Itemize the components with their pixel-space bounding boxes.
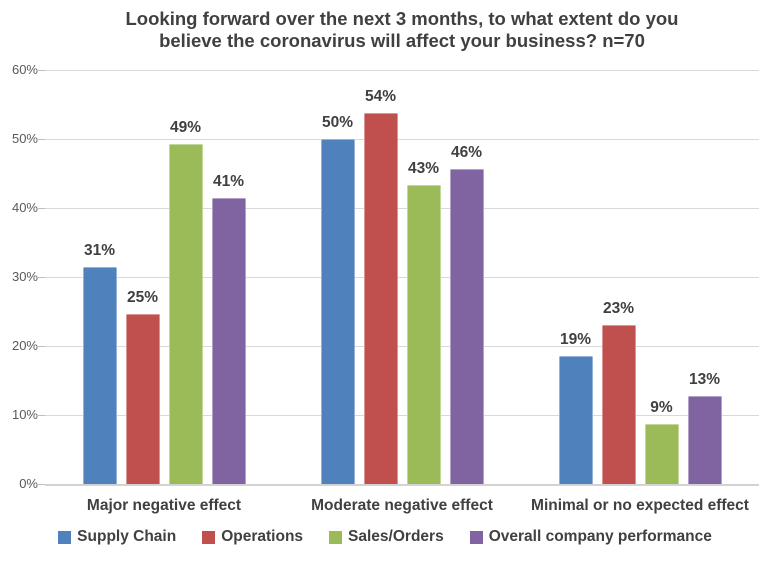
chart-title: Looking forward over the next 3 months, …	[44, 8, 760, 52]
legend-label: Overall company performance	[488, 528, 712, 545]
bar	[558, 355, 593, 484]
y-axis-tick-label: 10%	[11, 407, 38, 422]
bar-data-label: 9%	[650, 398, 673, 416]
y-axis-tick-mark	[36, 415, 45, 416]
bar	[320, 139, 355, 484]
legend-marker-icon	[58, 530, 72, 544]
bar-data-label: 54%	[364, 88, 397, 106]
y-axis-tick-mark	[36, 346, 45, 347]
y-axis-tick-label: 40%	[11, 200, 38, 215]
bar	[168, 143, 203, 484]
y-axis-tick-label: 20%	[11, 338, 38, 353]
bar-data-label: 31%	[83, 242, 116, 260]
bar-data-label: 41%	[212, 173, 245, 191]
y-axis-tick-mark	[36, 70, 45, 71]
bar-data-label: 13%	[688, 370, 721, 388]
bar-data-label: 50%	[321, 114, 354, 131]
gridline	[45, 70, 759, 71]
legend-item: Operations	[202, 528, 303, 546]
bar	[601, 324, 636, 484]
y-axis-tick-mark	[36, 484, 45, 485]
gridline	[45, 208, 759, 209]
bar	[363, 113, 398, 484]
y-axis-tick-label: 60%	[11, 62, 38, 77]
bar-data-label: 46%	[450, 143, 483, 161]
bar-data-label: 19%	[559, 330, 592, 348]
legend-marker-icon	[329, 530, 343, 544]
gridline	[45, 415, 759, 416]
bar-data-label: 49%	[169, 118, 202, 136]
bar	[687, 395, 722, 484]
x-category-label: Moderate negative effect	[311, 497, 493, 514]
x-category-label: Major negative effect	[86, 497, 242, 514]
legend: Supply Chain Operations Sales/Orders Overal…	[0, 528, 770, 546]
y-axis-tick-mark	[36, 139, 45, 140]
legend-marker-icon	[469, 530, 483, 544]
legend-label: Supply Chain	[77, 528, 177, 545]
y-axis-tick-label: 50%	[11, 131, 38, 146]
x-axis-line	[45, 484, 759, 486]
bar	[125, 314, 160, 484]
legend-item: Overall company performance	[469, 528, 712, 546]
bar-data-label: 43%	[407, 159, 440, 177]
gridline	[45, 139, 759, 140]
y-axis-tick-label: 30%	[11, 269, 38, 284]
x-category-label: Minimal or no expected effect	[531, 497, 749, 514]
chart-title-line2: believe the coronavirus will affect your…	[159, 30, 645, 51]
legend-item: Sales/Orders	[329, 528, 444, 546]
bar	[644, 423, 679, 484]
bar	[449, 168, 484, 484]
bar-data-label: 25%	[126, 289, 159, 307]
legend-label: Sales/Orders	[348, 528, 444, 545]
legend-marker-icon	[202, 530, 216, 544]
y-axis-tick-mark	[36, 277, 45, 278]
legend-item: Supply Chain	[58, 528, 176, 546]
bar	[211, 198, 246, 484]
chart-title-line1: Looking forward over the next 3 months, …	[125, 8, 679, 29]
legend-label: Operations	[221, 528, 304, 545]
y-axis-tick-mark	[36, 208, 45, 209]
y-axis-tick-label: 0%	[19, 476, 38, 491]
gridline	[45, 346, 759, 347]
bar	[82, 267, 117, 484]
bar-data-label: 23%	[602, 299, 635, 317]
gridline	[45, 277, 759, 278]
bar	[406, 184, 441, 484]
